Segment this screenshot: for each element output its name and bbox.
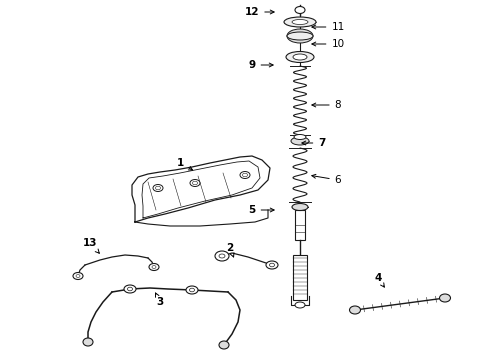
Bar bbox=[293, 255, 307, 300]
Ellipse shape bbox=[295, 6, 305, 14]
Ellipse shape bbox=[349, 306, 361, 314]
Ellipse shape bbox=[294, 135, 306, 140]
Ellipse shape bbox=[124, 285, 136, 293]
Ellipse shape bbox=[73, 273, 83, 279]
Text: 8: 8 bbox=[312, 100, 342, 110]
Ellipse shape bbox=[219, 341, 229, 349]
Ellipse shape bbox=[287, 29, 313, 43]
Ellipse shape bbox=[240, 171, 250, 179]
Ellipse shape bbox=[295, 302, 305, 308]
Ellipse shape bbox=[149, 264, 159, 270]
Ellipse shape bbox=[284, 17, 316, 27]
Ellipse shape bbox=[190, 180, 200, 186]
Ellipse shape bbox=[215, 251, 229, 261]
Text: 6: 6 bbox=[312, 174, 342, 185]
Text: 5: 5 bbox=[248, 205, 274, 215]
Text: 7: 7 bbox=[302, 138, 326, 148]
Bar bbox=[295, 210, 305, 240]
Ellipse shape bbox=[83, 338, 93, 346]
Ellipse shape bbox=[193, 181, 197, 185]
Text: 11: 11 bbox=[312, 22, 344, 32]
Ellipse shape bbox=[293, 54, 307, 60]
Text: 3: 3 bbox=[155, 293, 164, 307]
Text: 4: 4 bbox=[374, 273, 384, 287]
Ellipse shape bbox=[243, 173, 247, 177]
Text: 13: 13 bbox=[83, 238, 99, 253]
Ellipse shape bbox=[153, 185, 163, 192]
Text: 1: 1 bbox=[176, 158, 193, 170]
Ellipse shape bbox=[291, 137, 309, 145]
Text: 12: 12 bbox=[245, 7, 274, 17]
Text: 9: 9 bbox=[248, 60, 273, 70]
Ellipse shape bbox=[440, 294, 450, 302]
Ellipse shape bbox=[292, 19, 308, 24]
Text: 2: 2 bbox=[226, 243, 234, 257]
Ellipse shape bbox=[186, 286, 198, 294]
Text: 10: 10 bbox=[312, 39, 344, 49]
Ellipse shape bbox=[286, 51, 314, 63]
Ellipse shape bbox=[155, 186, 161, 190]
Ellipse shape bbox=[287, 32, 313, 40]
Ellipse shape bbox=[292, 203, 308, 211]
Ellipse shape bbox=[266, 261, 278, 269]
